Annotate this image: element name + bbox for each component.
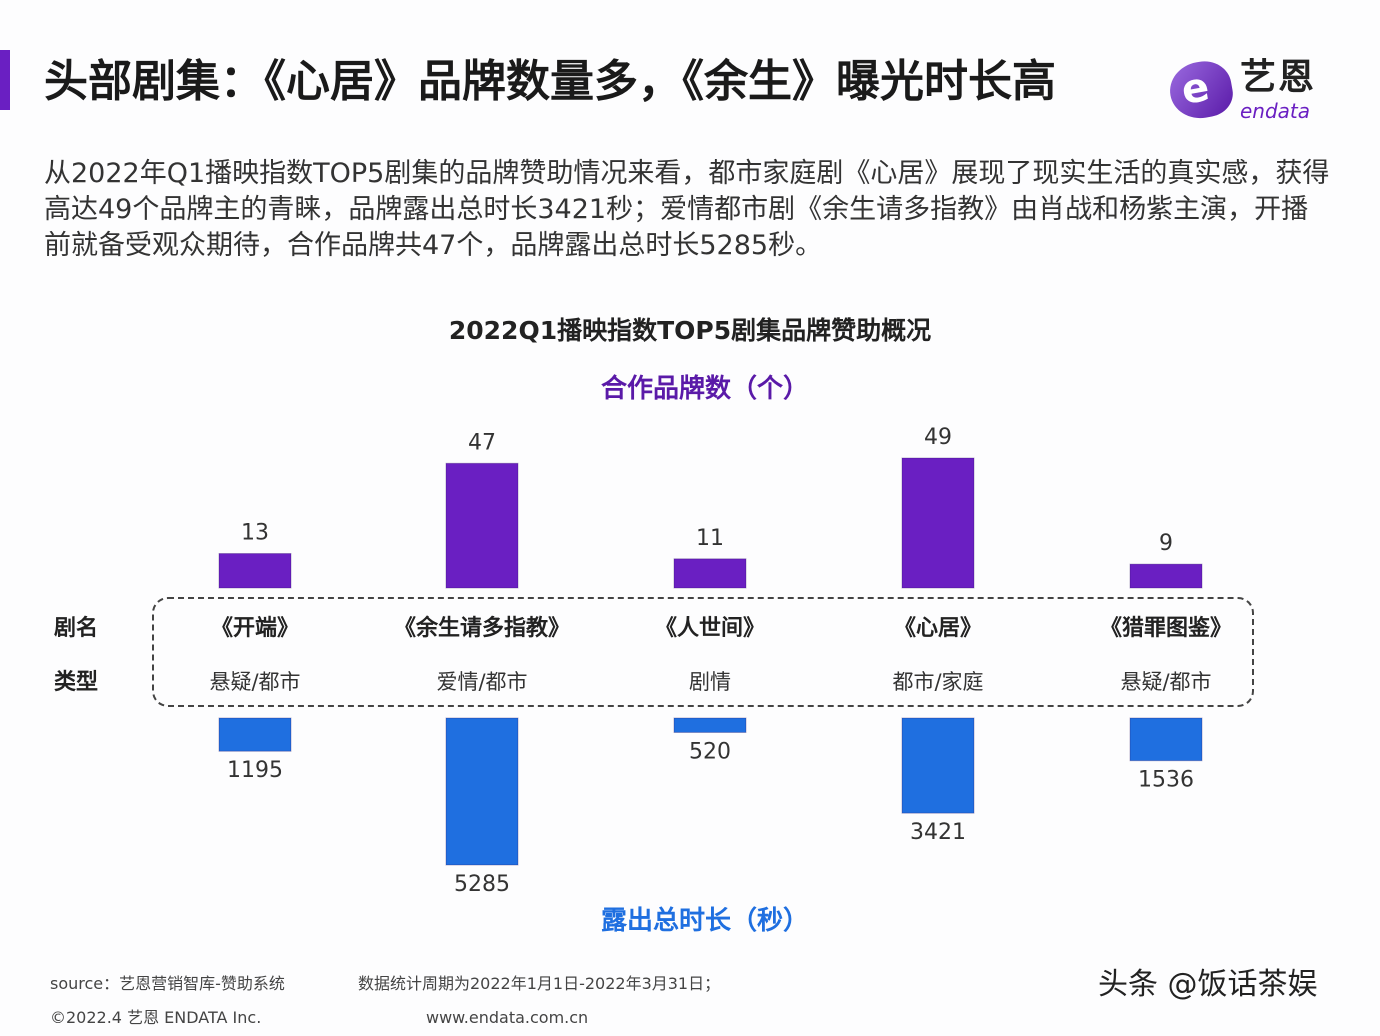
footer-copyright: ©2022.4 艺恩 ENDATA Inc. [50, 1008, 262, 1027]
bar-brand-count [673, 558, 747, 589]
category-genre: 悬疑/都市 [209, 670, 301, 694]
category-genre: 剧情 [689, 670, 731, 694]
series-label-brands: 合作品牌数（个） [600, 374, 809, 404]
footer-period: 数据统计周期为2022年1月1日-2022年3月31日； [358, 974, 721, 993]
footer-url: www.endata.com.cn [426, 1008, 589, 1027]
row-label-genre: 类型 [54, 670, 99, 695]
data-label-brand-count: 11 [696, 526, 724, 551]
logo-cn-text: 艺恩 [1240, 57, 1317, 98]
bar-brand-count [445, 462, 519, 589]
bar-brand-count [901, 457, 975, 589]
footer-source: source：艺恩营销智库-赞助系统 [50, 974, 285, 993]
bar-exposure-duration [673, 717, 747, 733]
bar-exposure-duration [218, 717, 292, 752]
data-label-exposure-duration: 1195 [227, 758, 283, 783]
description-paragraph: 从2022年Q1播映指数TOP5剧集的品牌赞助情况来看，都市家庭剧《心居》展现了… [44, 158, 1330, 261]
series-label-duration: 露出总时长（秒） [600, 906, 809, 936]
data-label-exposure-duration: 520 [689, 739, 731, 764]
bar-exposure-duration [1129, 717, 1203, 762]
bar-brand-count [218, 553, 292, 589]
watermark: 头条 @饭话茶娱 [1098, 967, 1318, 1002]
data-label-brand-count: 47 [468, 430, 496, 455]
category-name: 《开端》 [210, 616, 299, 641]
category-name: 《余生请多指教》 [393, 616, 570, 641]
data-label-exposure-duration: 1536 [1138, 768, 1194, 793]
logo-en-text: endata [1240, 99, 1311, 123]
category-name: 《人世间》 [654, 616, 765, 641]
bar-exposure-duration [901, 717, 975, 814]
category-name: 《猎罪图鉴》 [1099, 616, 1232, 641]
chart-title: 2022Q1播映指数TOP5剧集品牌赞助概况 [448, 316, 932, 345]
title-accent-bar [0, 50, 10, 110]
bar-exposure-duration [445, 717, 519, 866]
data-label-brand-count: 49 [924, 425, 952, 450]
page-title: 头部剧集：《心居》品牌数量多，《余生》曝光时长高 [44, 56, 1056, 107]
drama-info-box [152, 597, 1254, 707]
endata-logo: e 艺恩 endata [1165, 57, 1340, 124]
data-label-brand-count: 9 [1159, 531, 1173, 556]
category-genre: 都市/家庭 [892, 670, 984, 694]
bar-brand-count [1129, 563, 1203, 589]
category-genre: 悬疑/都市 [1120, 670, 1212, 694]
data-label-exposure-duration: 3421 [910, 820, 966, 845]
category-genre: 爱情/都市 [436, 670, 528, 694]
data-label-brand-count: 13 [241, 521, 269, 546]
row-label-name: 剧名 [54, 616, 99, 641]
data-label-exposure-duration: 5285 [454, 872, 510, 897]
category-name: 《心居》 [893, 616, 982, 641]
